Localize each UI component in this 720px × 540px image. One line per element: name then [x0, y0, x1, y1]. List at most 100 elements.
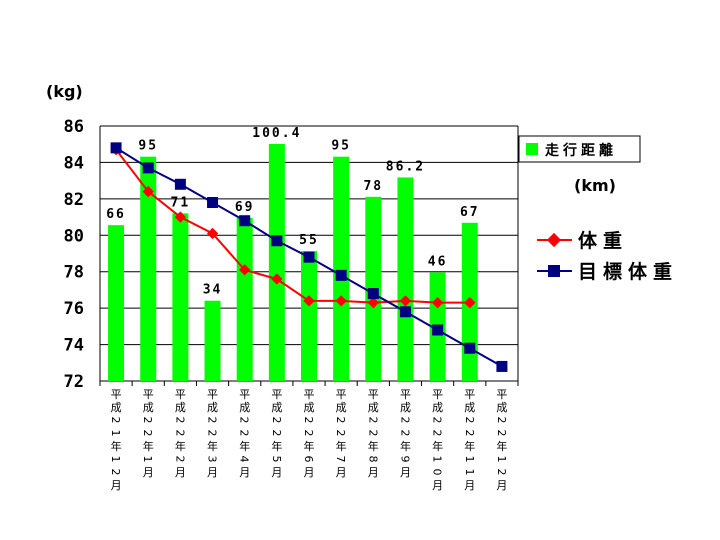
x-label-5-char-3: 2 — [270, 430, 283, 437]
x-label-2-char-2: 2 — [173, 417, 186, 424]
x-label-12-char-0: 平 — [496, 388, 507, 401]
series-1-point-6 — [303, 251, 315, 263]
y-axis-ticks: 86 84 82 80 78 76 74 72 — [64, 117, 84, 392]
x-label-5-char-0: 平 — [271, 388, 282, 401]
x-label-2-char-5: 2 — [173, 456, 186, 463]
bar-7 — [333, 156, 350, 381]
x-label-6-char-5: 6 — [302, 456, 315, 463]
x-label-10-char-6: 0 — [431, 469, 444, 476]
x-label-10-char-0: 平 — [432, 388, 443, 401]
x-label-12: 平成 2 2 年 1 2 月 — [495, 388, 508, 492]
bar-label-2: 71 — [171, 195, 191, 210]
x-label-2: 平成 2 2 年 2 月 — [173, 388, 186, 479]
bar-0 — [108, 225, 125, 381]
x-label-0-char-6: 2 — [109, 469, 122, 476]
x-label-12-char-2: 2 — [495, 417, 508, 424]
x-label-11-char-1: 成 — [464, 401, 475, 414]
x-label-9-char-1: 成 — [400, 401, 411, 414]
x-label-5-char-6: 月 — [271, 466, 282, 479]
x-label-6-char-0: 平 — [304, 388, 315, 401]
series-1-point-5 — [271, 235, 283, 247]
series-1-point-12 — [496, 360, 508, 372]
series-0-point-4 — [239, 264, 251, 276]
bar-label-5: 100.4 — [252, 126, 301, 141]
x-label-1: 平成 2 2 年 1 月 — [141, 388, 154, 479]
bar-label-7: 95 — [331, 139, 351, 154]
x-label-12-char-1: 成 — [496, 401, 507, 414]
x-label-12-char-7: 月 — [496, 479, 507, 492]
legend-weight-marker — [546, 232, 562, 248]
x-label-0-char-0: 平 — [111, 388, 122, 401]
x-label-3-char-5: 3 — [206, 456, 219, 463]
legend-bar: 走行距離 — [518, 135, 641, 163]
x-label-0-char-2: 2 — [109, 417, 122, 424]
series-1-point-2 — [174, 178, 186, 190]
y-tick-label-7: 72 — [64, 372, 84, 392]
y-tick-label-4: 78 — [64, 263, 84, 283]
series-1-point-10 — [432, 324, 444, 336]
series-0-point-7 — [335, 295, 347, 307]
x-label-11-char-4: 年 — [464, 439, 475, 453]
x-label-1-char-0: 平 — [143, 388, 154, 401]
x-label-8-char-1: 成 — [368, 401, 379, 414]
x-label-10-char-1: 成 — [432, 401, 443, 414]
y-tick-label-0: 86 — [64, 117, 84, 137]
x-label-7-char-0: 平 — [336, 388, 347, 401]
x-label-3-char-6: 月 — [207, 466, 218, 479]
x-label-6-char-4: 年 — [304, 439, 315, 453]
series-0-point-1 — [142, 185, 154, 198]
series-0-point-10 — [431, 297, 444, 309]
bar-label-6: 55 — [299, 233, 319, 248]
bar-label-11: 67 — [460, 205, 480, 220]
x-label-2-char-4: 年 — [175, 439, 186, 453]
x-label-11: 平成 2 2 年 1 1 月 — [463, 388, 476, 492]
y-tick-label-3: 80 — [64, 226, 84, 246]
series-1-point-4 — [239, 215, 251, 227]
x-label-3-char-4: 年 — [207, 439, 218, 453]
x-label-1-char-4: 年 — [143, 439, 154, 453]
x-label-10-char-3: 2 — [431, 430, 444, 437]
x-label-4-char-2: 2 — [238, 417, 251, 424]
bar-label-3: 34 — [203, 283, 223, 298]
x-label-1-char-2: 2 — [141, 417, 154, 424]
line-markers — [110, 142, 508, 372]
x-label-2-char-1: 成 — [175, 401, 186, 414]
x-label-4: 平成 2 2 年 4 月 — [238, 388, 251, 479]
x-label-0-char-4: 年 — [111, 439, 122, 453]
x-label-0-char-7: 月 — [111, 479, 122, 492]
x-label-7-char-5: 7 — [334, 456, 347, 463]
series-1-point-7 — [335, 269, 347, 281]
x-label-4-char-1: 成 — [239, 401, 250, 414]
x-label-6-char-6: 月 — [304, 466, 315, 479]
x-label-8-char-4: 年 — [368, 439, 379, 453]
x-label-0-char-3: 1 — [109, 430, 122, 437]
y-tick-label-5: 76 — [64, 299, 84, 319]
series-1-point-8 — [367, 288, 379, 300]
x-label-5-char-4: 年 — [271, 439, 282, 453]
x-label-11-char-0: 平 — [464, 388, 475, 401]
legend-lines: 体重 目標体重 — [537, 229, 672, 283]
x-label-9-char-5: 9 — [398, 456, 411, 463]
x-label-7-char-2: 2 — [334, 417, 347, 424]
series-0-point-6 — [303, 295, 315, 307]
x-label-7-char-4: 年 — [336, 439, 347, 453]
series-0-point-5 — [271, 273, 283, 285]
x-label-3-char-0: 平 — [207, 388, 218, 401]
x-label-8-char-0: 平 — [368, 388, 379, 401]
legend-bar-label: 走行距離 — [545, 142, 617, 159]
y-tick-label-6: 74 — [64, 336, 84, 356]
series-0-point-8 — [367, 297, 379, 309]
x-label-9-char-3: 2 — [398, 430, 411, 437]
series-0-point-3 — [206, 227, 219, 240]
x-axis-labels: 平成 2 1 年 1 2 月 平成 2 2 年 1 月 平成 2 2 年 2 月 平成 2 2 年 3 月 平成 2 2 年 4 月 平成 2 2… — [109, 388, 508, 492]
bar-label-4: 69 — [235, 200, 255, 215]
x-label-11-char-7: 月 — [464, 479, 475, 492]
x-label-10-char-5: 1 — [431, 456, 444, 463]
bar-label-10: 46 — [428, 254, 448, 269]
x-label-11-char-6: 1 — [463, 469, 476, 476]
x-label-0: 平成 2 1 年 1 2 月 — [109, 388, 122, 492]
series-line-0 — [115, 149, 470, 304]
x-label-9: 平成 2 2 年 9 月 — [398, 388, 411, 479]
